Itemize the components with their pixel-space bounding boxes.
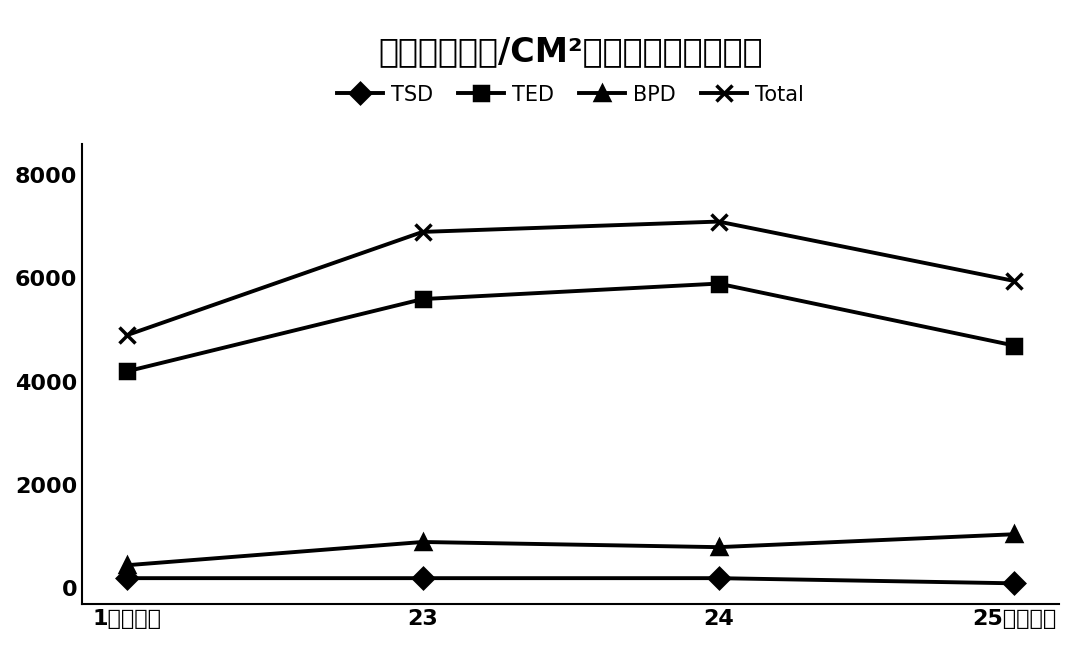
TSD [713,574,725,582]
Line: BPD: BPD [120,528,1021,572]
TED [1008,342,1021,350]
Line: Total: Total [119,214,1023,344]
Total [1008,277,1021,285]
Total [416,228,429,236]
TED [416,295,429,303]
Legend: TSD, TED, BPD, Total: TSD, TED, BPD, Total [329,76,813,113]
Title: 位错密度（个/CM²）随生长时间的变化: 位错密度（个/CM²）随生长时间的变化 [378,35,763,68]
Total [120,331,133,339]
BPD [416,538,429,546]
BPD [1008,530,1021,538]
TED [120,367,133,375]
TED [713,280,725,288]
BPD [713,543,725,551]
TSD [1008,579,1021,587]
Line: TED: TED [120,277,1021,378]
TSD [120,574,133,582]
Line: TSD: TSD [120,571,1021,590]
TSD [416,574,429,582]
Total [713,217,725,225]
BPD [120,561,133,569]
